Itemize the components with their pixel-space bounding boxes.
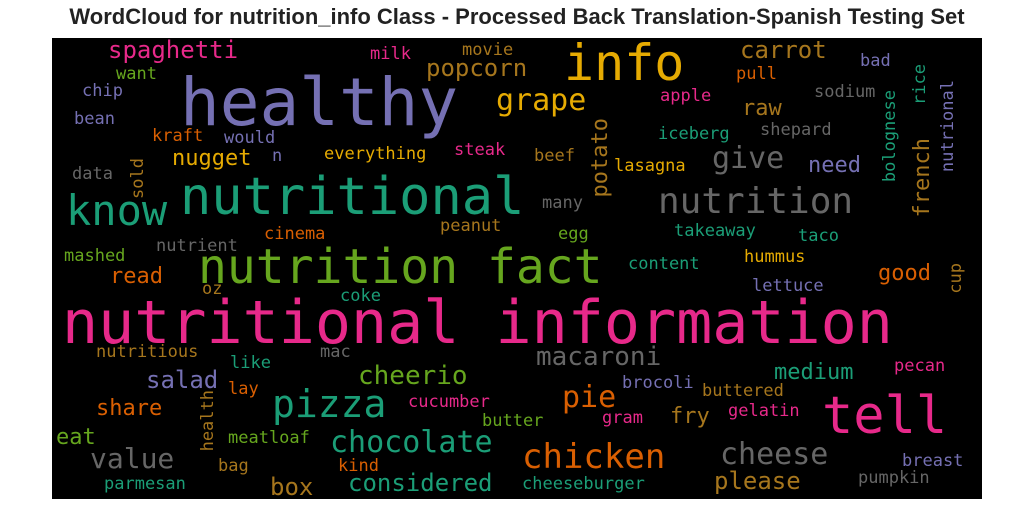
word-eat: eat [56,425,96,450]
word-salad: salad [146,366,219,394]
word-health: health [198,390,218,452]
word-want: want [116,64,157,84]
word-egg: egg [558,224,589,244]
word-healthy: healthy [180,64,459,141]
word-takeaway: takeaway [674,221,756,241]
word-parmesan: parmesan [104,474,186,494]
word-need: need [808,153,861,178]
word-cinema: cinema [264,224,326,244]
word-give: give [712,141,785,176]
word-cheese: cheese [720,437,829,472]
word-sodium: sodium [814,82,876,102]
word-lettuce: lettuce [752,276,824,296]
word-fry: fry [670,404,710,429]
word-chip: chip [82,81,123,101]
word-info: info [564,38,685,92]
word-know: know [66,186,168,235]
word-please: please [714,467,801,495]
word-breast: breast [902,451,964,471]
word-cup: cup [946,263,966,294]
word-data: data [72,164,113,184]
word-oz: oz [202,279,223,299]
word-carrot: carrot [740,38,827,64]
word-popcorn: popcorn [426,54,528,82]
word-raw: raw [742,96,782,121]
word-cloud: nutritional information healthy nutritiona… [52,38,982,499]
word-steak: steak [454,140,506,160]
word-nutritional-information: nutritional information [62,288,893,358]
word-iceberg: iceberg [658,124,730,144]
word-considered: considered [348,469,493,497]
word-chocolate: chocolate [330,425,493,460]
word-mac: mac [320,342,351,362]
word-good: good [878,261,931,286]
word-share: share [96,396,163,421]
word-cucumber: cucumber [408,392,490,412]
word-coke: coke [340,286,381,306]
word-rice: rice [910,64,930,105]
word-sold: sold [128,158,148,199]
word-movie: movie [462,40,514,60]
word-pumpkin: pumpkin [858,468,930,488]
chart-title: WordCloud for nutrition_info Class - Pro… [69,4,965,29]
word-cheeseburger: cheeseburger [522,474,645,494]
word-lay: lay [228,379,259,399]
word-bad: bad [860,51,891,71]
word-nutrient: nutrient [156,236,238,256]
word-spaghetti: spaghetti [108,38,239,64]
word-pecan: pecan [894,356,946,376]
word-box: box [270,473,314,499]
word-pizza: pizza [272,382,387,426]
word-apple: apple [660,86,712,106]
word-nutrition: nutrition [658,181,854,222]
word-mashed: mashed [64,246,126,266]
word-content: content [628,254,700,274]
word-cheerio: cheerio [358,361,468,391]
word-lasagna: lasagna [614,156,686,176]
word-many: many [542,193,583,213]
word-gram: gram [602,408,643,428]
word-n: n [272,146,283,166]
word-everything: everything [324,144,427,164]
word-butter: butter [482,411,544,431]
word-medium: medium [774,360,854,385]
word-value: value [90,442,175,475]
word-bolognese: bolognese [880,90,900,183]
word-kind: kind [338,456,379,476]
word-bean: bean [74,109,115,129]
word-tell: tell [822,386,948,446]
word-nutritious: nutritious [96,342,199,362]
word-french: french [910,138,935,218]
word-meatloaf: meatloaf [228,428,310,448]
word-nugget: nugget [172,146,252,171]
word-gelatin: gelatin [728,401,800,421]
word-beef: beef [534,146,575,166]
word-taco: taco [798,226,839,246]
word-potato: potato [588,118,613,198]
word-shepard: shepard [760,120,832,140]
word-brocoli: brocoli [622,373,694,393]
word-read: read [110,264,163,289]
word-chicken: chicken [522,437,666,477]
word-buttered: buttered [702,381,784,401]
word-nutritional: nutritional [180,167,525,227]
word-macaroni: macaroni [536,342,662,372]
word-grape: grape [496,83,587,118]
word-would: would [224,128,276,148]
word-pie: pie [562,380,617,415]
word-nutrition-fact: nutrition fact [198,239,603,295]
word-hummus: hummus [744,247,806,267]
word-nutrional: nutrional [938,80,958,173]
word-pull: pull [736,64,777,84]
word-like: like [230,353,271,373]
word-milk: milk [370,44,411,64]
word-peanut: peanut [440,216,502,236]
word-bag: bag [218,456,249,476]
word-kraft: kraft [152,126,204,146]
